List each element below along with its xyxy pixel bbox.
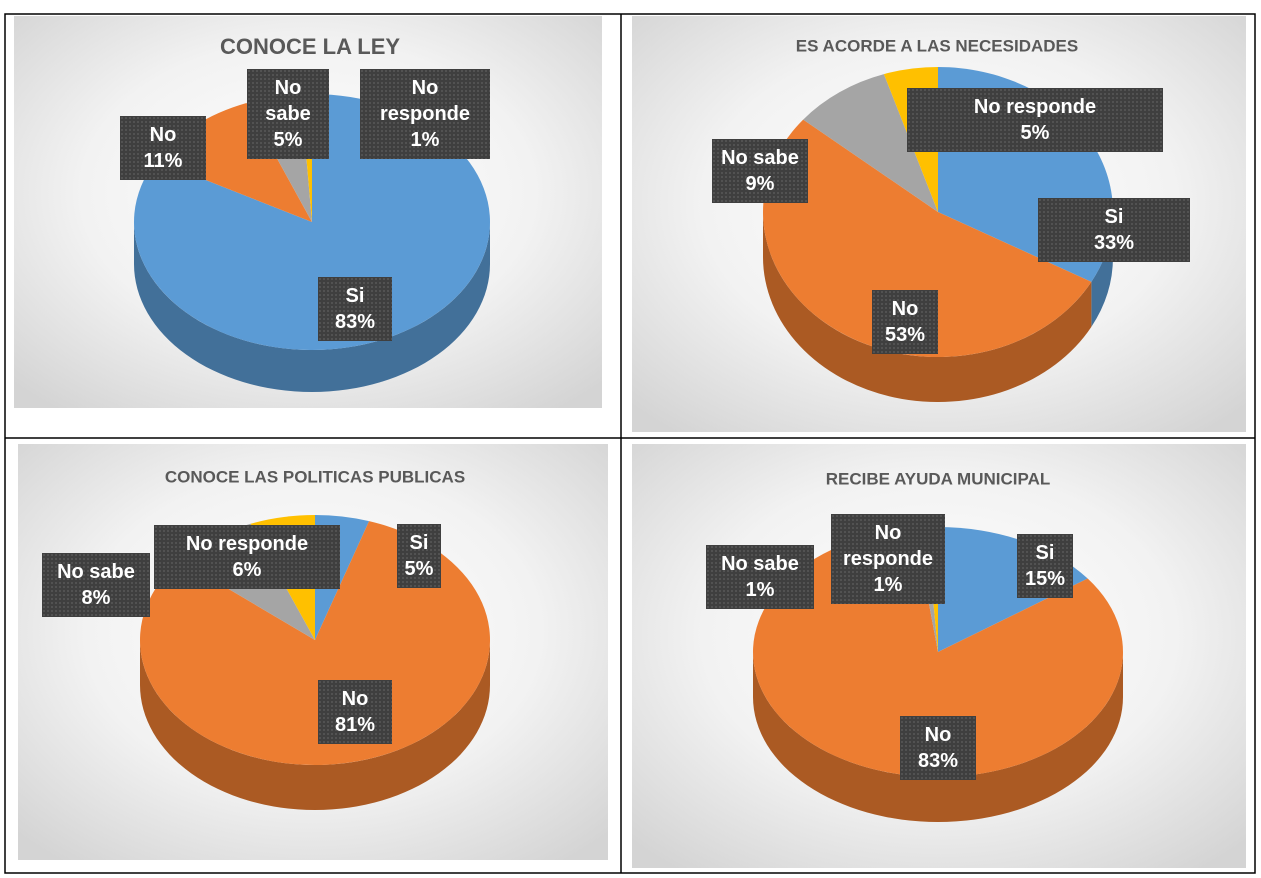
pie-slice-side xyxy=(134,222,490,392)
data-label-value: 5% xyxy=(404,558,434,580)
pie-sides xyxy=(140,640,490,810)
data-label-category: No sabe xyxy=(265,77,311,125)
data-label: No responde 5% xyxy=(907,88,1163,152)
data-label-value: 5% xyxy=(1020,122,1050,144)
chart-title: RECIBE AYUDA MUNICIPAL xyxy=(826,469,1050,488)
data-label-value: 5% xyxy=(273,129,303,151)
data-label-value: 1% xyxy=(745,579,775,601)
data-label: Si 15% xyxy=(1017,534,1073,598)
chart-title: ES ACORDE A LAS NECESIDADES xyxy=(796,36,1078,55)
data-label-value: 15% xyxy=(1024,568,1066,590)
data-label: No sabe 9% xyxy=(712,139,808,203)
pie-sides xyxy=(763,212,1113,402)
data-label-category: No sabe xyxy=(721,553,799,575)
data-label: No sabe 5% xyxy=(247,69,329,159)
data-label-category: Si xyxy=(1035,542,1055,564)
data-label: No sabe 1% xyxy=(706,545,814,609)
pie-slice-side xyxy=(140,640,490,810)
data-label-value: 83% xyxy=(334,311,376,333)
data-label: No sabe 8% xyxy=(42,553,150,617)
data-label-category: No xyxy=(149,124,177,146)
data-label-value: 6% xyxy=(232,559,262,581)
data-label-value: 8% xyxy=(81,587,111,609)
data-label: No responde 1% xyxy=(831,514,945,604)
data-label-value: 83% xyxy=(917,750,959,772)
pie-slice xyxy=(803,74,938,212)
pie-slice-side xyxy=(1091,212,1113,327)
pie-slice-side xyxy=(753,652,1123,822)
pie-sides xyxy=(753,652,1123,822)
data-label: Si 5% xyxy=(397,524,441,588)
data-label-category: No xyxy=(924,724,952,746)
data-label-value: 1% xyxy=(873,574,903,596)
data-label-category: Si xyxy=(409,532,429,554)
pie-slice-side xyxy=(763,212,1092,402)
data-label-category: No responde xyxy=(379,77,471,125)
chart-title: CONOCE LAS POLITICAS PUBLICAS xyxy=(165,467,465,486)
chart-title: CONOCE LA LEY xyxy=(220,34,400,59)
data-label-value: 1% xyxy=(410,129,440,151)
data-label-value: 53% xyxy=(884,324,926,346)
data-label-value: 81% xyxy=(334,714,376,736)
data-label-value: 9% xyxy=(745,173,775,195)
data-label: Si 83% xyxy=(318,277,392,341)
data-label-category: No responde xyxy=(185,533,309,555)
data-label-value: 33% xyxy=(1093,232,1135,254)
data-label-category: No xyxy=(341,688,369,710)
data-label: No responde 1% xyxy=(360,69,490,159)
table-border xyxy=(4,13,1256,874)
data-label-category: No xyxy=(891,298,919,320)
pie-sides xyxy=(134,222,490,392)
data-label-category: No responde xyxy=(842,522,934,570)
data-label-value: 11% xyxy=(143,150,183,172)
data-label-category: No responde xyxy=(973,96,1097,118)
data-label: No responde 6% xyxy=(154,525,340,589)
data-label: No 11% xyxy=(120,116,206,180)
data-label: No 53% xyxy=(872,290,938,354)
data-label-category: Si xyxy=(1104,206,1124,228)
data-label-category: No sabe xyxy=(721,147,799,169)
data-label: No 83% xyxy=(900,716,976,780)
data-label: No 81% xyxy=(318,680,392,744)
data-label: Si 33% xyxy=(1038,198,1190,262)
data-label-category: No sabe xyxy=(57,561,135,583)
data-label-category: Si xyxy=(345,285,365,307)
pie-slice xyxy=(763,119,1092,357)
